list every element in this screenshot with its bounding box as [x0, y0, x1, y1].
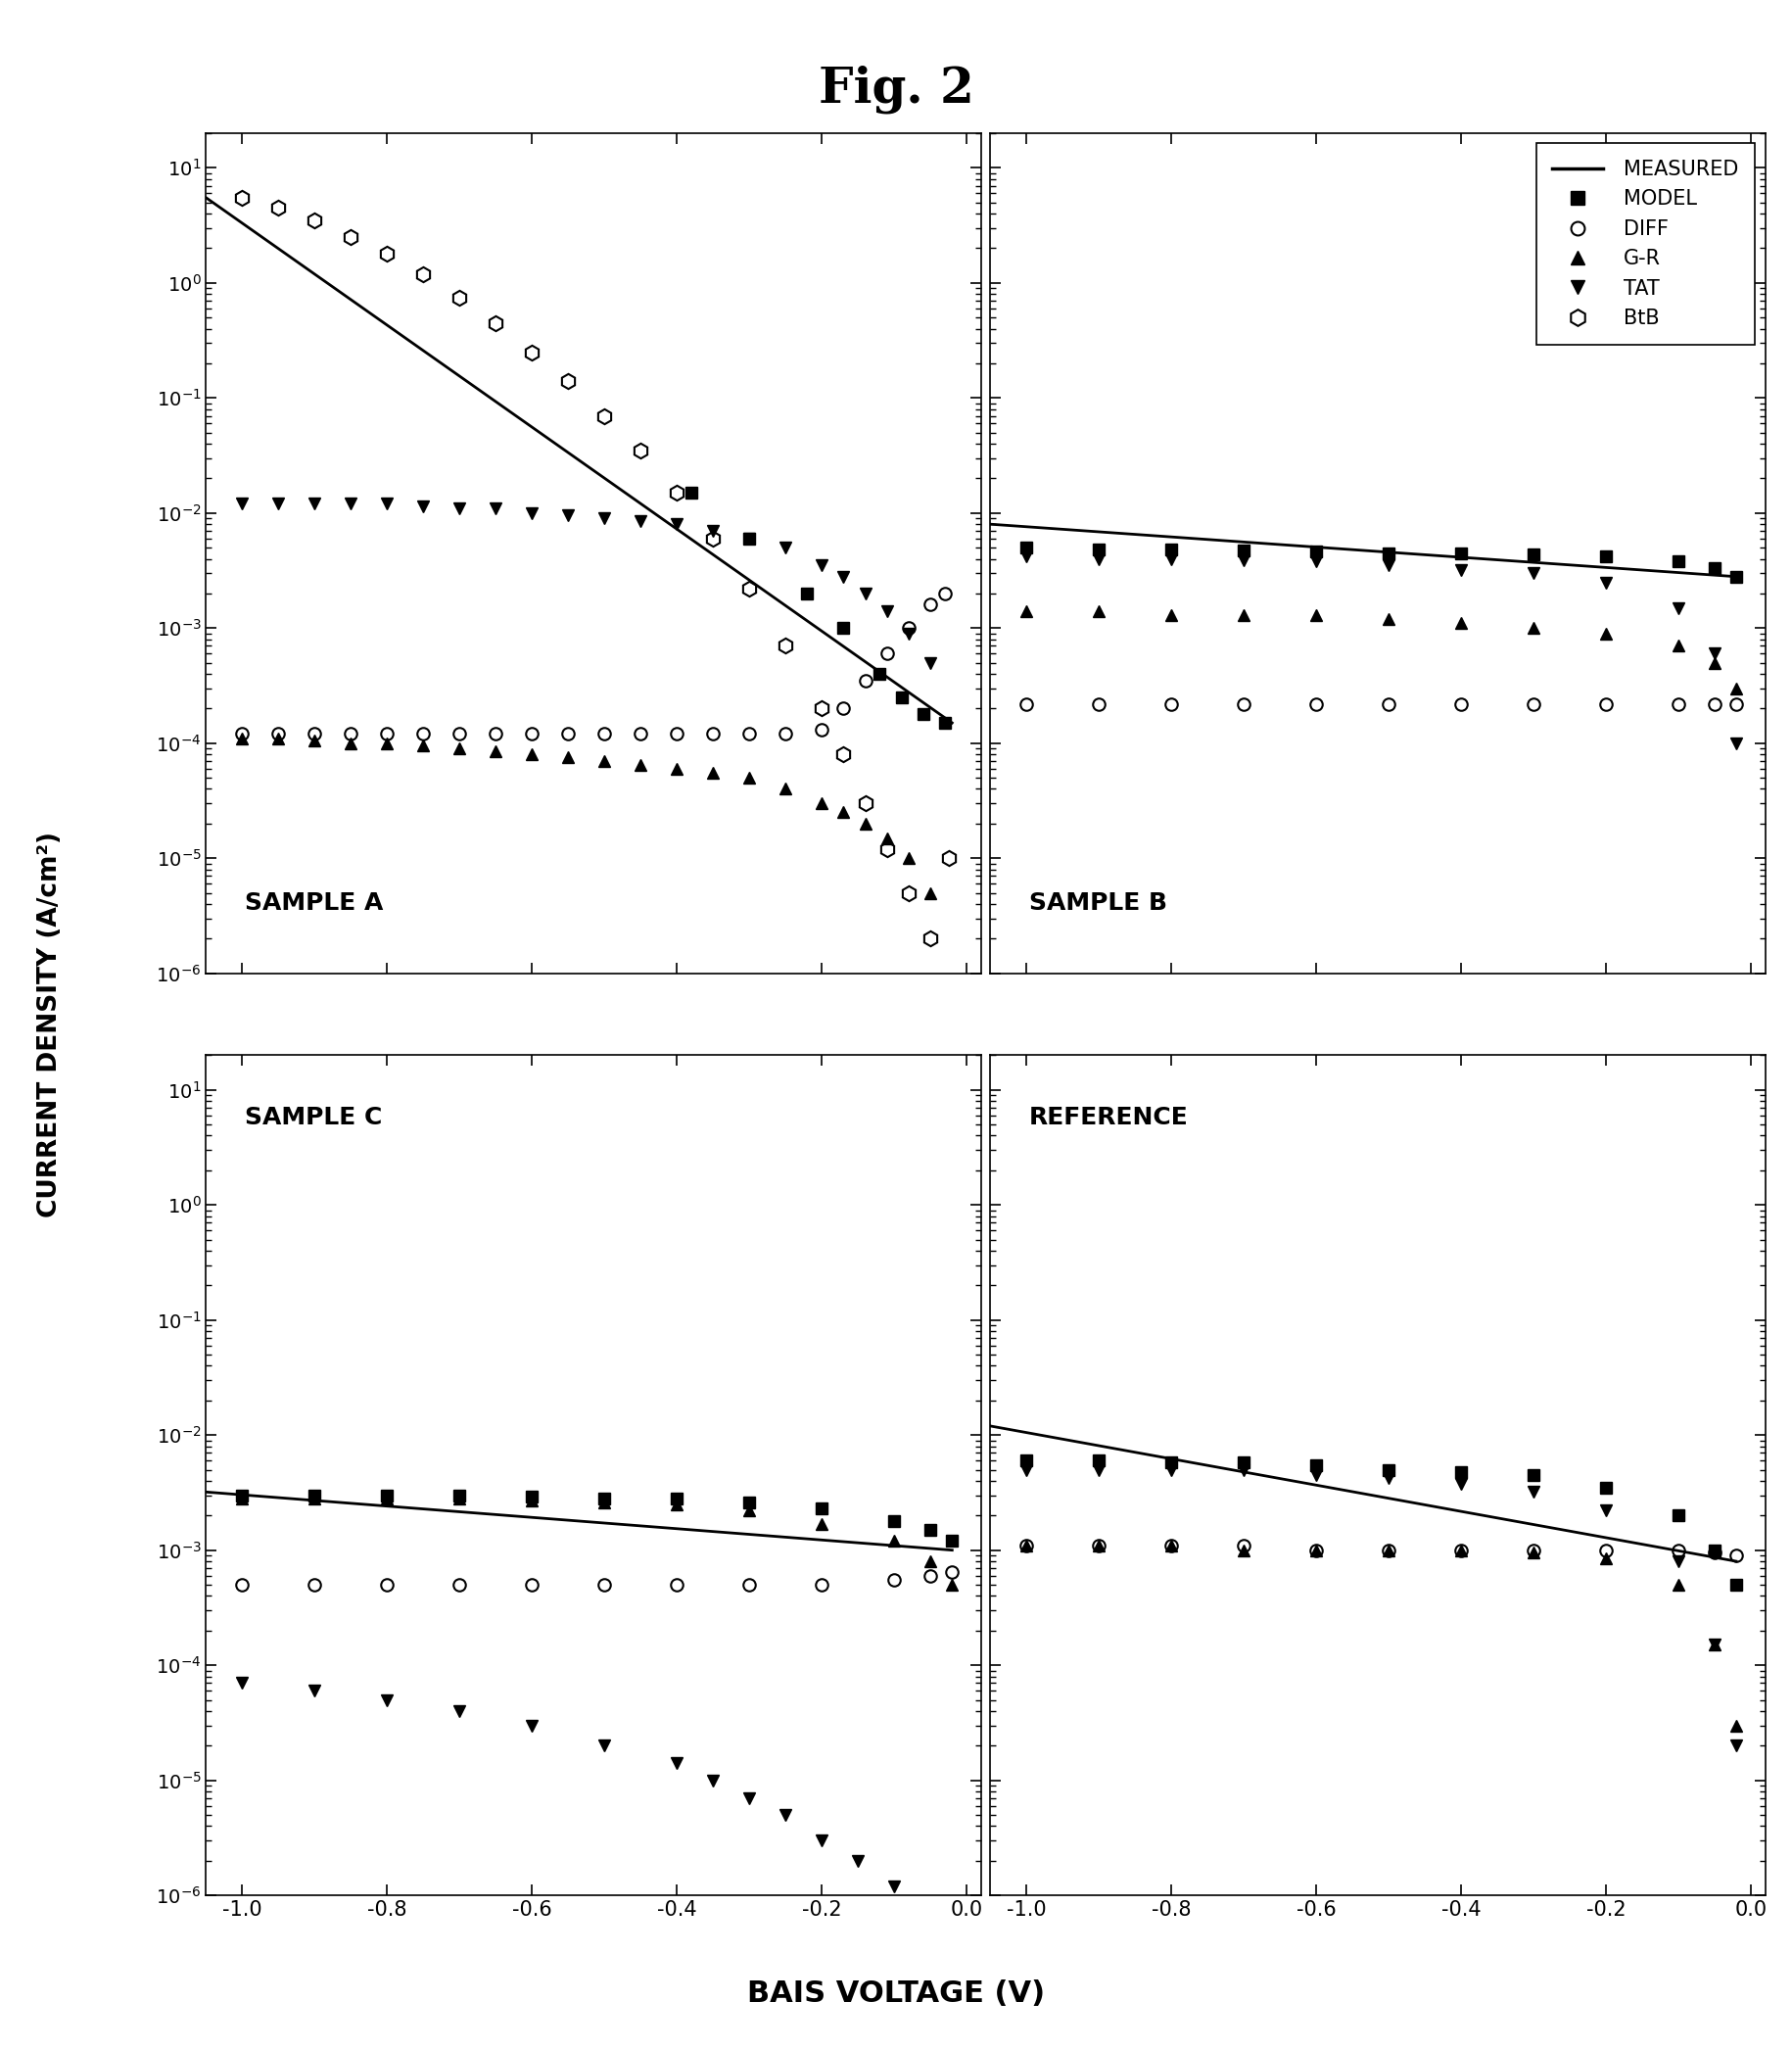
Text: BAIS VOLTAGE (V): BAIS VOLTAGE (V) — [747, 1979, 1045, 2008]
Legend: MEASURED, MODEL, DIFF, G-R, TAT, BtB: MEASURED, MODEL, DIFF, G-R, TAT, BtB — [1536, 143, 1754, 344]
Text: SAMPLE C: SAMPLE C — [246, 1106, 382, 1129]
Text: REFERENCE: REFERENCE — [1029, 1106, 1188, 1129]
Text: Fig. 2: Fig. 2 — [819, 66, 973, 115]
Text: SAMPLE A: SAMPLE A — [246, 891, 383, 914]
Text: SAMPLE B: SAMPLE B — [1029, 891, 1167, 914]
Text: CURRENT DENSITY (A/cm²): CURRENT DENSITY (A/cm²) — [38, 832, 63, 1217]
